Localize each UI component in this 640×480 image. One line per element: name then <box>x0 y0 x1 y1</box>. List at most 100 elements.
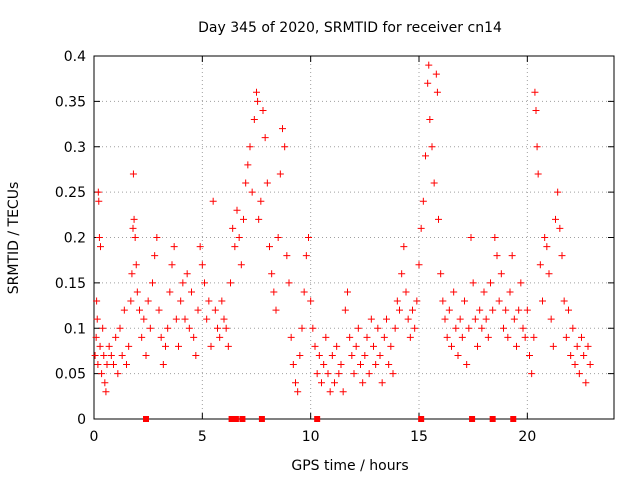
data-point <box>136 306 143 314</box>
x-tick-label: 5 <box>198 429 207 445</box>
data-point <box>94 188 102 196</box>
data-point <box>461 297 468 305</box>
data-point <box>406 333 414 341</box>
data-point <box>300 288 308 296</box>
data-point <box>253 88 260 96</box>
data-point <box>235 234 243 241</box>
y-tick-label: 0.15 <box>55 276 86 292</box>
data-point <box>116 324 124 332</box>
data-point <box>411 324 419 332</box>
data-point <box>229 224 237 232</box>
y-tick-labels: 0 0.05 0.1 0.15 0.2 0.25 0.3 0.35 0.4 <box>55 49 86 428</box>
data-point <box>495 297 503 305</box>
data-point <box>383 315 390 323</box>
data-point <box>435 215 442 223</box>
data-point <box>532 106 540 114</box>
data-point <box>432 70 440 78</box>
data-point <box>586 361 594 369</box>
data-point <box>289 361 297 369</box>
data-point <box>354 324 362 332</box>
data-point <box>146 324 154 332</box>
data-point <box>233 206 241 214</box>
data-point <box>307 297 315 305</box>
data-point <box>567 351 575 359</box>
data-point <box>389 370 397 378</box>
data-point <box>569 324 577 332</box>
data-point <box>419 197 427 205</box>
data-point <box>428 143 436 151</box>
data-point <box>263 179 271 187</box>
data-point <box>450 288 458 296</box>
data-point <box>183 270 191 278</box>
data-point <box>393 297 401 305</box>
data-point <box>220 315 228 323</box>
data-point <box>164 324 172 332</box>
data-point <box>240 215 247 223</box>
data-point <box>246 143 254 151</box>
data-point <box>404 315 412 323</box>
data-point <box>328 351 336 359</box>
data-point <box>385 361 393 369</box>
zero-marker <box>232 416 239 422</box>
data-point <box>151 252 159 260</box>
data-point <box>346 333 354 341</box>
data-point <box>547 315 555 323</box>
data-point <box>207 342 215 350</box>
data-point <box>357 361 364 369</box>
data-point <box>424 79 432 87</box>
data-point <box>376 351 384 359</box>
data-point <box>276 170 284 178</box>
data-point <box>482 315 490 323</box>
data-point <box>552 215 559 223</box>
data-point <box>543 243 551 251</box>
zero-marker <box>258 416 265 422</box>
data-point <box>257 197 265 205</box>
data-point <box>231 243 239 251</box>
data-point <box>497 270 505 278</box>
data-point <box>144 297 152 305</box>
data-point <box>487 279 494 287</box>
data-point <box>578 333 585 341</box>
data-point <box>311 342 319 350</box>
data-point <box>326 388 334 396</box>
data-point <box>409 306 416 314</box>
data-point <box>244 161 252 169</box>
data-point <box>526 351 533 359</box>
data-point <box>133 288 141 296</box>
y-tick-label: 0 <box>77 412 86 428</box>
data-point <box>94 361 102 369</box>
data-point <box>95 234 103 241</box>
data-point <box>313 370 321 378</box>
data-point <box>149 279 156 287</box>
data-point <box>504 333 512 341</box>
data-point <box>533 143 541 151</box>
data-point <box>142 351 150 359</box>
data-point <box>101 379 109 387</box>
data-point <box>216 333 224 341</box>
data-point <box>510 315 518 323</box>
data-point <box>211 306 219 314</box>
data-point <box>170 243 178 251</box>
data-point <box>521 333 529 341</box>
data-point <box>100 351 108 359</box>
data-point <box>190 333 198 341</box>
data-point <box>97 243 104 251</box>
data-point <box>305 234 312 241</box>
data-point <box>378 379 386 387</box>
data-point <box>159 361 167 369</box>
data-point <box>320 361 328 369</box>
data-point <box>367 315 375 323</box>
data-point <box>341 306 349 314</box>
data-point <box>536 261 544 269</box>
data-point <box>274 234 282 241</box>
x-tick-label: 15 <box>410 429 428 445</box>
data-point <box>261 134 269 142</box>
data-point <box>196 243 204 251</box>
data-point <box>283 252 291 260</box>
data-point <box>400 243 408 251</box>
data-point <box>266 243 273 251</box>
y-axis-title: SRMTID / TECUs <box>6 182 22 295</box>
data-point <box>315 351 323 359</box>
data-point <box>558 252 566 260</box>
data-point <box>417 224 425 232</box>
